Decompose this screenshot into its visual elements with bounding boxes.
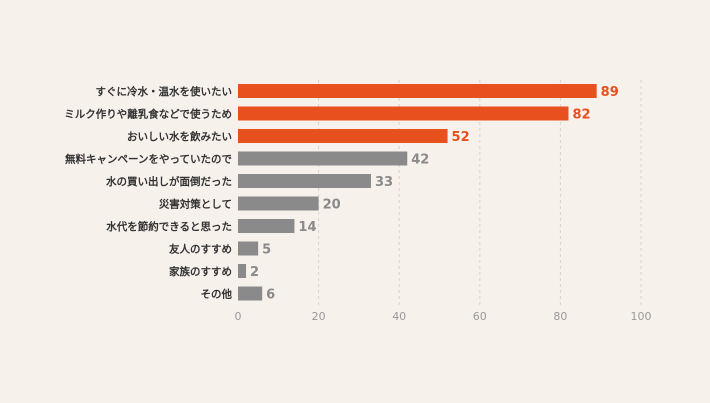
bar xyxy=(238,264,247,278)
bar xyxy=(238,219,295,233)
x-tick-label: 80 xyxy=(553,310,567,323)
data-label: 82 xyxy=(572,108,590,123)
category-label: すぐに冷水・温水を使いたい xyxy=(96,85,233,98)
x-tick-label: 0 xyxy=(235,310,242,323)
bar xyxy=(238,196,319,211)
category-label: 家族のすすめ xyxy=(169,265,232,278)
bar xyxy=(238,129,448,143)
category-label: その他 xyxy=(201,288,233,301)
x-tick-label: 60 xyxy=(473,310,487,323)
category-label: 友人のすすめ xyxy=(168,243,232,256)
data-label: 5 xyxy=(262,243,271,258)
data-label: 42 xyxy=(411,153,429,168)
data-label: 33 xyxy=(375,175,393,190)
x-tick-label: 100 xyxy=(631,310,652,323)
x-tick-label: 40 xyxy=(392,310,406,323)
bar xyxy=(238,241,259,256)
category-label: おいしい水を飲みたい xyxy=(127,130,232,143)
data-label: 20 xyxy=(323,198,341,213)
category-label: ミルク作りや離乳食などで使うため xyxy=(64,108,232,121)
bar xyxy=(238,151,408,166)
data-label: 52 xyxy=(452,130,470,145)
bar xyxy=(238,106,569,121)
x-tick-label: 20 xyxy=(312,310,326,323)
bar xyxy=(238,84,597,98)
category-label: 無料キャンペーンをやっていたので xyxy=(65,153,232,166)
data-label: 6 xyxy=(266,288,275,303)
category-label: 水の買い出しが面倒だった xyxy=(105,175,232,188)
category-label: 水代を節約できると思った xyxy=(105,220,232,233)
category-label: 災害対策として xyxy=(159,198,232,211)
data-label: 2 xyxy=(250,265,259,280)
bar xyxy=(238,286,263,301)
data-label: 14 xyxy=(298,220,316,235)
data-label: 89 xyxy=(601,85,619,100)
bar xyxy=(238,174,371,188)
